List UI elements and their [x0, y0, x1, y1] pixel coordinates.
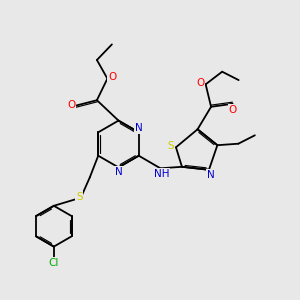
Text: O: O	[67, 100, 75, 110]
Text: S: S	[167, 141, 174, 151]
Text: O: O	[196, 78, 204, 88]
Text: S: S	[76, 192, 83, 202]
Text: O: O	[108, 72, 116, 82]
Text: O: O	[229, 105, 237, 115]
Text: N: N	[135, 123, 142, 133]
Text: Cl: Cl	[49, 257, 59, 268]
Text: NH: NH	[154, 169, 170, 179]
Text: N: N	[207, 170, 214, 180]
Text: N: N	[115, 167, 122, 177]
